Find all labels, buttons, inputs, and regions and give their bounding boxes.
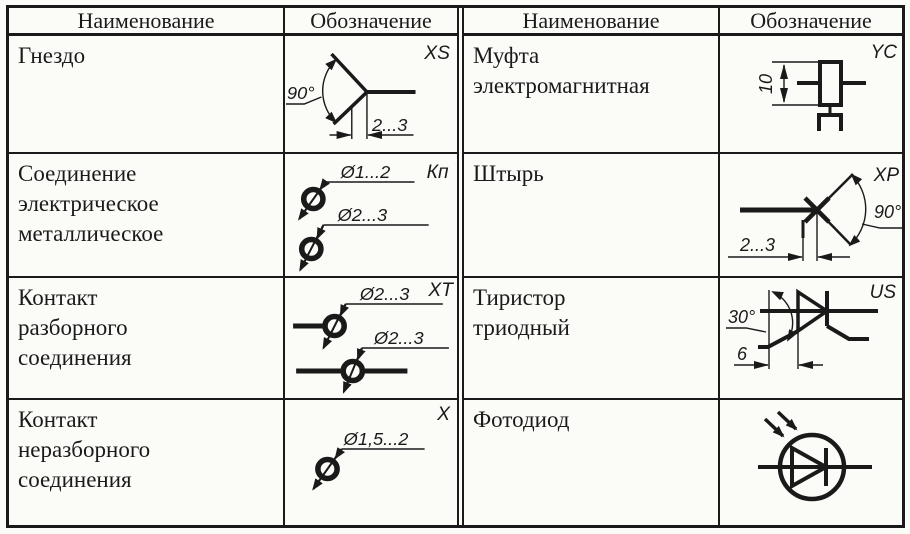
diameter-label-1: Ø2...3 <box>359 284 410 304</box>
diameter-label: Ø1,5...2 <box>343 429 409 449</box>
angle-label: 30° <box>728 307 755 327</box>
row-name-socket: Гнездо <box>9 36 285 154</box>
electromagnetic-clutch-symbol: 10 YC <box>756 42 898 131</box>
socket-symbol-dimensions <box>286 58 414 139</box>
diameter-label-2: Ø2...3 <box>373 328 424 348</box>
clutch-symbol-lines <box>797 60 866 131</box>
thyristor-symbol-lines <box>758 288 878 349</box>
right-header-designation: Обозначение <box>720 8 902 36</box>
thyristor-symbol-dimensions <box>726 290 823 369</box>
row-name-electromagnetic-clutch: Муфта электромагнитная <box>464 36 720 154</box>
row-symbol-photodiode-cell <box>720 400 902 525</box>
right-table: Наименование Обозначение Муфта электрома… <box>464 8 902 525</box>
metal-connection-symbol: Ø1...2 Ø2...3 Кп <box>298 162 449 272</box>
socket-symbol-lines <box>330 52 416 126</box>
dimension-label: 6 <box>737 344 748 364</box>
socket-symbol: 90° 2...3 XS <box>286 43 450 139</box>
light-ray-arrows <box>763 410 798 438</box>
right-header-name: Наименование <box>464 8 720 36</box>
symbols-table: Наименование Обозначение Гнездо <box>6 5 905 528</box>
row-name-metal-connection: Соединение электрическое металлическое <box>9 154 285 278</box>
angle-label: 90° <box>874 202 901 222</box>
row-symbol-metal-connection-cell: Ø1...2 Ø2...3 Кп <box>285 154 457 278</box>
row-symbol-pin-cell: 2...3 90° XP <box>720 154 902 278</box>
triode-thyristor-symbol: 30° 6 US <box>726 282 897 369</box>
dimension-label: 10 <box>756 74 776 94</box>
detachable-contact-symbol: Ø2...3 Ø2...3 XT <box>293 280 454 394</box>
diameter-label-1: Ø1...2 <box>340 162 391 182</box>
designation-code: YC <box>871 42 898 63</box>
photodiode-symbol-lines <box>758 432 872 502</box>
row-symbol-permanent-contact-cell: Ø1,5...2 X <box>285 400 457 525</box>
clutch-symbol-dimensions <box>772 61 820 106</box>
row-symbol-electromagnetic-clutch-cell: 10 YC <box>720 36 902 154</box>
pin-symbol-lines <box>740 173 854 246</box>
left-table: Наименование Обозначение Гнездо <box>9 8 457 525</box>
row-name-permanent-contact: Контакт неразборного соединения <box>9 400 285 525</box>
left-header-designation: Обозначение <box>285 8 457 36</box>
angle-label: 90° <box>287 83 315 103</box>
dimension-label: 2...3 <box>371 115 407 135</box>
row-name-pin: Штырь <box>464 154 720 278</box>
row-symbol-detachable-contact-cell: Ø2...3 Ø2...3 XT <box>285 278 457 400</box>
pin-symbol-dimensions <box>728 173 902 261</box>
metal-connection-symbol-lines <box>298 178 330 272</box>
diameter-label-2: Ø2...3 <box>337 205 388 225</box>
designation-code: X <box>436 404 451 425</box>
designation-code: Кп <box>427 162 449 183</box>
detachable-contact-symbol-lines <box>293 303 408 394</box>
table-center-divider <box>457 8 464 525</box>
row-name-photodiode: Фотодиод <box>464 400 720 525</box>
designation-code: XS <box>423 43 450 64</box>
row-name-triode-thyristor: Тиристор триодный <box>464 278 720 400</box>
row-name-detachable-contact: Контакт разборного соединения <box>9 278 285 400</box>
permanent-contact-symbol: Ø1,5...2 X <box>312 404 451 491</box>
dimension-label: 2...3 <box>739 235 775 255</box>
pin-symbol: 2...3 90° XP <box>728 165 902 261</box>
metal-connection-symbol-leaders <box>323 181 429 226</box>
detachable-contact-symbol-leaders <box>345 303 449 349</box>
designation-code: XP <box>873 165 900 186</box>
row-symbol-triode-thyristor-cell: 30° 6 US <box>720 278 902 400</box>
designation-code: US <box>870 282 897 303</box>
left-header-name: Наименование <box>9 8 285 36</box>
designation-code: XT <box>427 280 454 301</box>
photodiode-symbol <box>758 410 872 502</box>
row-symbol-socket-cell: 90° 2...3 XS <box>285 36 457 154</box>
permanent-contact-symbol-lines <box>312 447 345 491</box>
